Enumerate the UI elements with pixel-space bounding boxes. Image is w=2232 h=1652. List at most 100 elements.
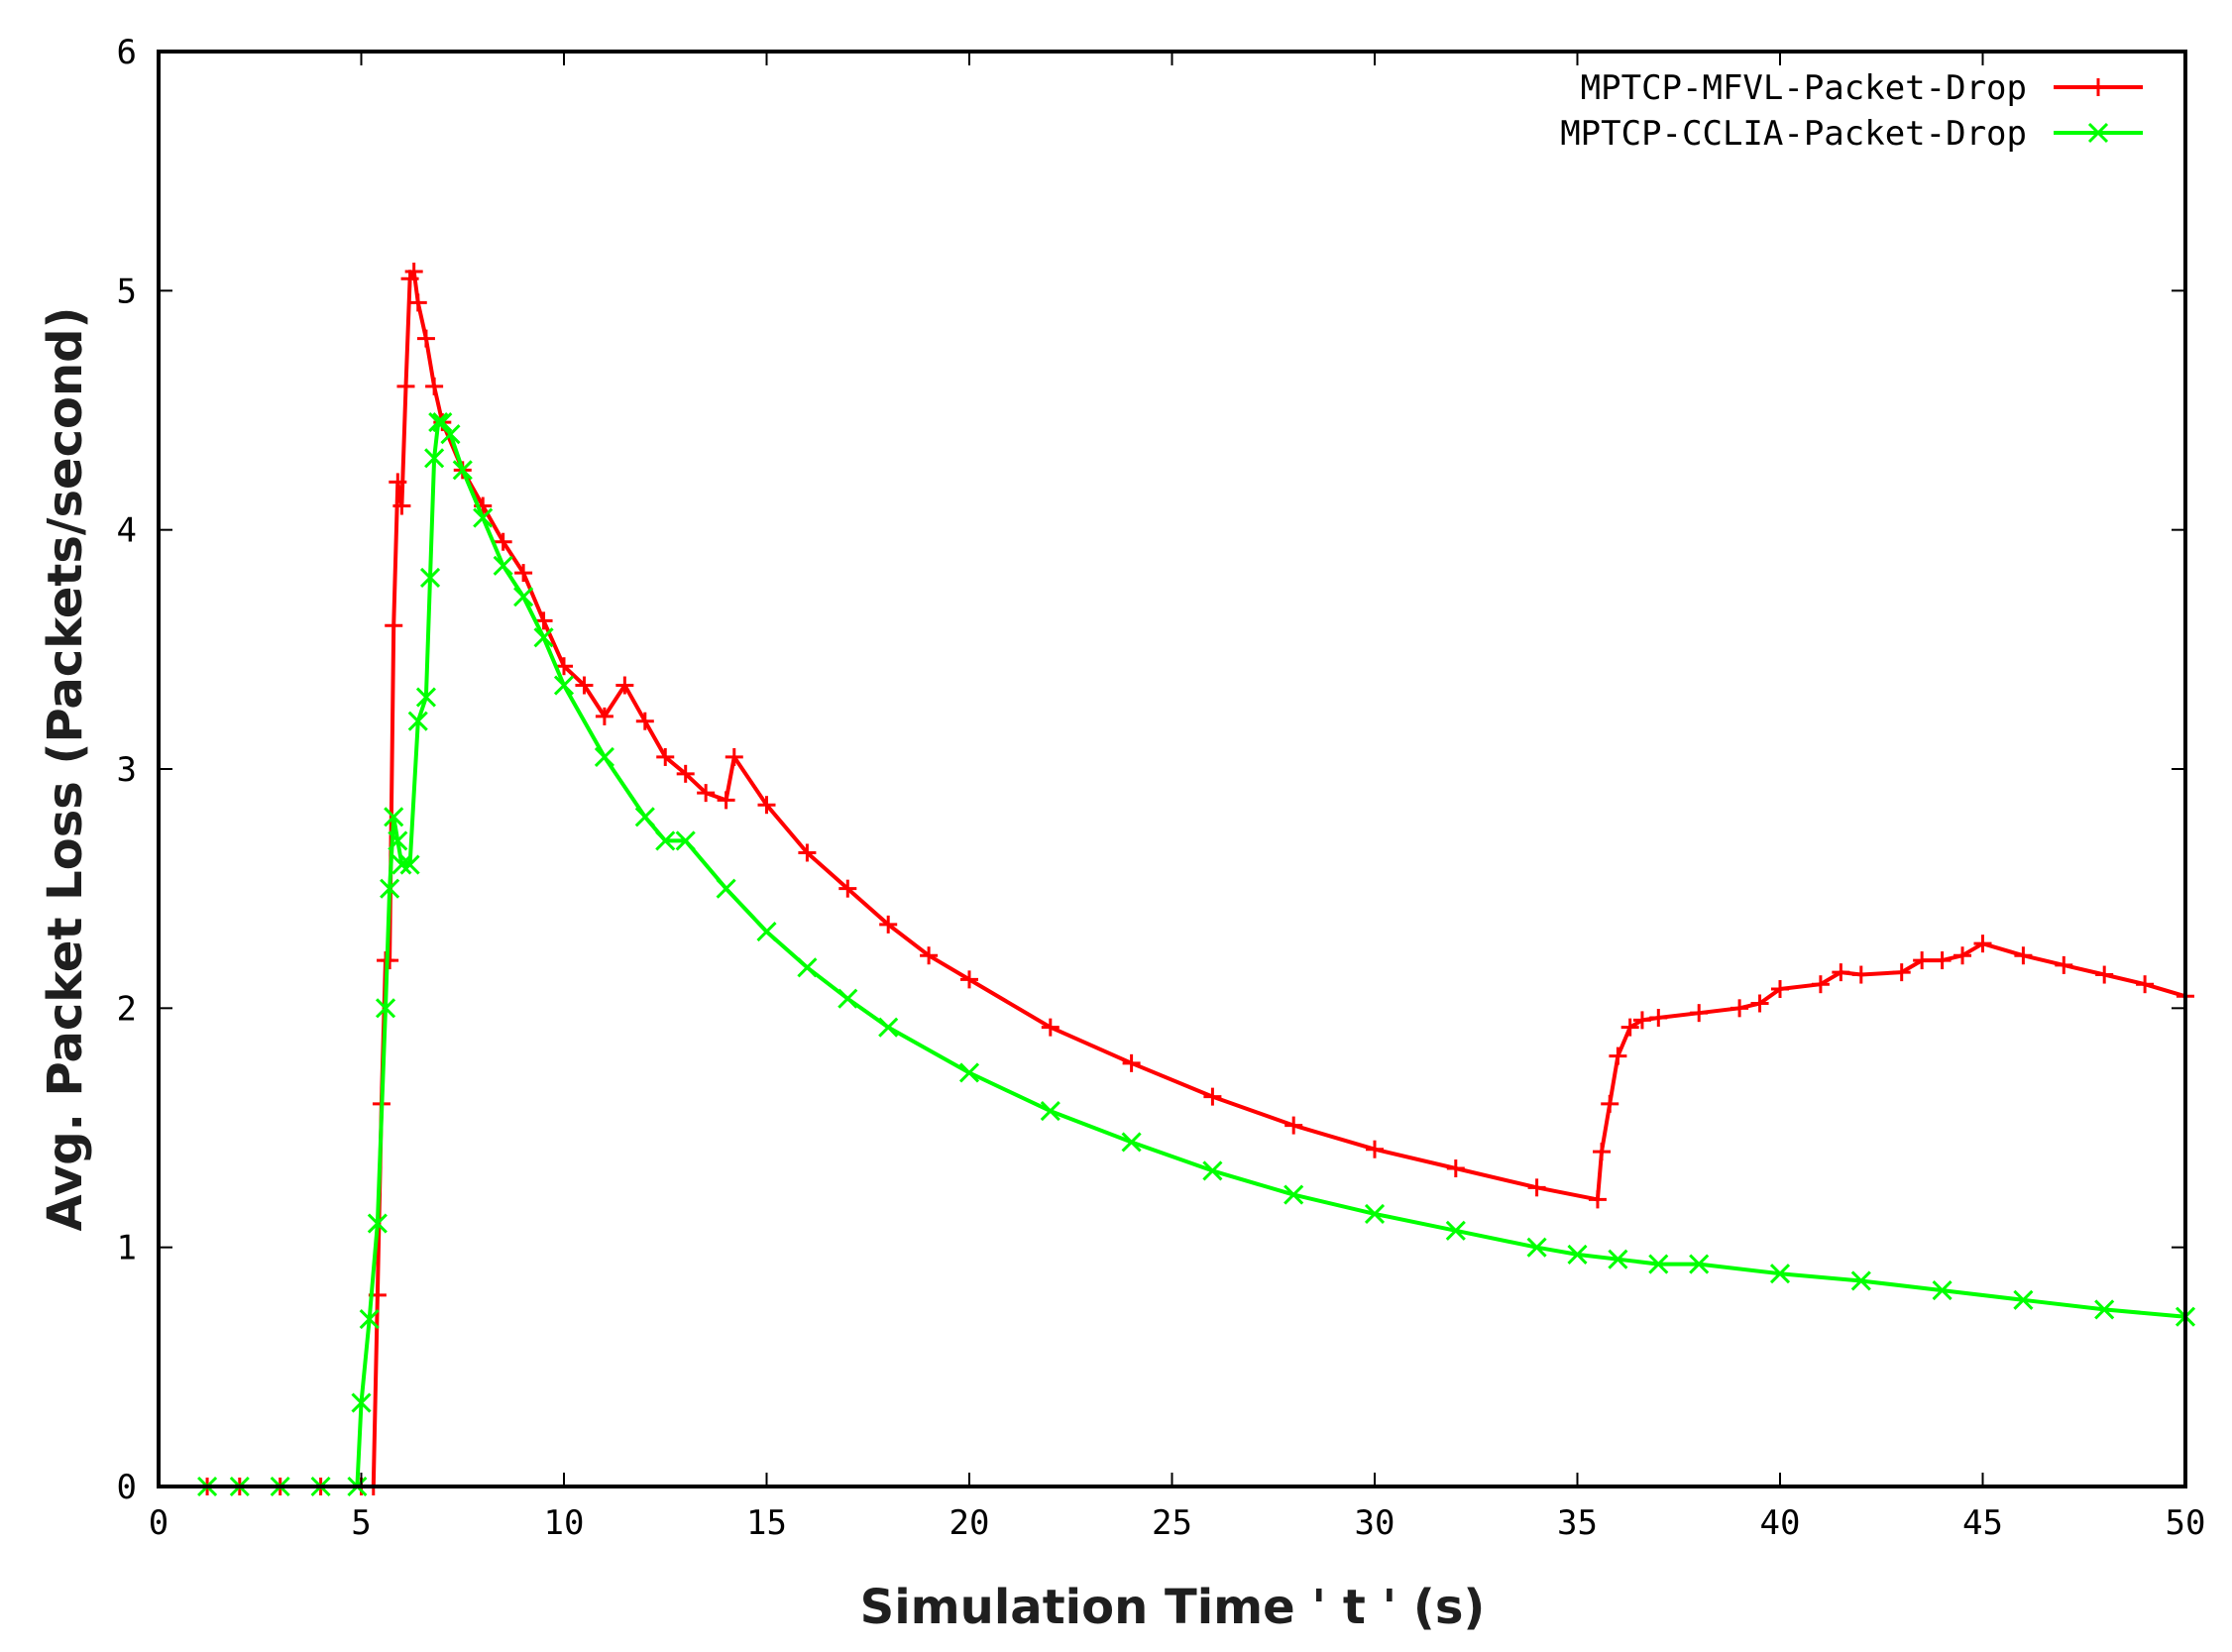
legend-swatch-marker [2089,78,2107,96]
series-1-point [1973,935,1992,953]
series-1-point [838,879,857,898]
series-2-point [1567,1244,1588,1265]
series-1-point [389,473,407,492]
x-tick-label: 30 [1355,1503,1395,1543]
series-2-point [634,807,655,827]
series-2-point [797,957,818,978]
series-1-point [615,676,634,695]
series-2-point [388,830,408,851]
series-2-point [1850,1270,1871,1291]
series-2-point [1689,1254,1710,1274]
series-1-point [1913,951,1932,970]
series-1-point [1690,1004,1709,1023]
y-tick-label: 3 [117,750,137,790]
series-2-point [1364,1203,1386,1224]
series-1-point [1953,946,1972,965]
series-2-point [513,587,534,607]
series-2-point [407,711,428,731]
series-1-point [798,843,817,862]
series-2-point [878,1017,899,1038]
x-tick-label: 25 [1152,1503,1192,1543]
series-1-point [920,946,939,965]
series-2-point [1769,1264,1791,1284]
legend-label: MPTCP-CCLIA-Packet-Drop [1560,114,2027,154]
series-1-point [1632,1011,1651,1030]
series-1-point [1609,1046,1627,1065]
series-2-point [493,555,513,576]
series-1-point [2136,975,2155,994]
series-2-point [837,988,858,1009]
series-2-point [1040,1101,1060,1122]
series-1-point [1122,1053,1141,1072]
series-1-point [2055,955,2073,974]
series-1-point [1041,1018,1060,1037]
series-2-point [351,1392,372,1413]
legend: MPTCP-MFVL-Packet-Drop MPTCP-CCLIA-Packet… [1560,68,2143,154]
series-1-point [1593,1143,1612,1161]
series-2-point [655,830,676,851]
series-1-point [1620,1018,1639,1037]
series-1-point [717,791,735,810]
series-2-point [1648,1254,1669,1274]
series-2-point [958,1062,980,1083]
series-2-point [756,922,777,942]
x-axis-title: Simulation Time ' t ' (s) [860,1580,1486,1635]
series-1-point [2095,965,2114,984]
series-1-point [392,496,411,515]
series-1-point [635,712,654,730]
x-tick-label: 10 [544,1503,585,1543]
y-tick-label: 1 [117,1229,137,1268]
series-2-point [1608,1249,1628,1269]
series-2-point [716,878,736,899]
series-2-point [553,675,575,696]
series-2-point [419,567,441,588]
series-2 [197,412,2196,1497]
series-2-point [415,687,437,708]
series-2-point [473,507,494,528]
series-2-point [367,1213,388,1234]
series-2-point [1445,1220,1466,1241]
series-2-line [207,420,2186,1488]
series-1-point [595,707,614,725]
legend-label: MPTCP-MFVL-Packet-Drop [1581,68,2027,108]
x-tick-label: 15 [746,1503,787,1543]
series-1-point [1601,1094,1619,1113]
x-tick-label: 0 [149,1503,168,1543]
series-2-point [675,830,696,851]
series-1-point [396,377,415,395]
series-2-point [1932,1280,1953,1301]
series-2-point [1283,1184,1304,1205]
legend-swatch-marker [2087,122,2109,144]
series-1-point [425,377,444,395]
y-tick-label: 6 [117,33,137,72]
y-tick-label: 2 [117,989,137,1029]
series-1-point [960,970,978,989]
x-tick-label: 5 [351,1503,371,1543]
series-1-point [1750,994,1769,1013]
series-2-point [2094,1299,2115,1320]
series-1-point [1811,975,1830,994]
series-1-point [1203,1087,1222,1106]
series-2-point [375,998,396,1019]
x-tick-label: 40 [1760,1503,1801,1543]
series-1-point [879,915,898,934]
series-2-point [2013,1289,2034,1310]
series-1-point [757,796,776,815]
series-1-point [1366,1140,1384,1158]
y-tick-label: 0 [117,1468,137,1507]
plot-frame [157,50,2187,1488]
series-1-point [1588,1190,1607,1209]
series-2-point [380,878,400,899]
series-1-point [494,532,512,551]
series-1-point [408,293,427,312]
series-1-point [1771,980,1789,999]
series-1-line [207,270,2186,1488]
series-1-point [1933,951,1952,970]
series-1-point [676,764,695,783]
series-1-point [416,329,435,348]
chart-marks [197,263,2196,1497]
y-tick-label: 5 [117,272,137,311]
series-2-point [452,460,473,481]
series-2-point [1202,1160,1223,1181]
